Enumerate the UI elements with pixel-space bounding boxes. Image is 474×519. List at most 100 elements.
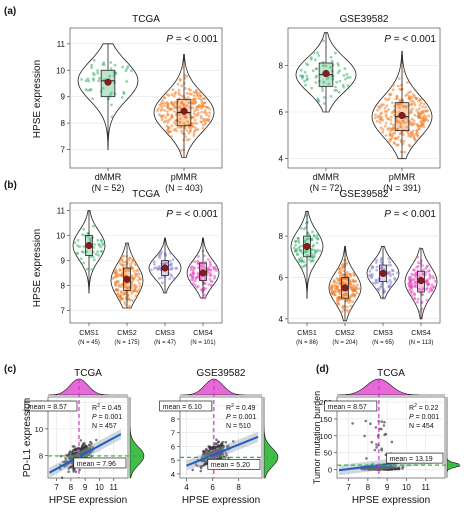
mean-x-label-box [159, 400, 213, 412]
data-point [71, 450, 75, 453]
data-point [188, 273, 192, 277]
data-point [376, 281, 380, 284]
data-point [299, 256, 303, 260]
data-point [192, 90, 196, 94]
y-tick-label: 9 [61, 93, 66, 102]
data-point [89, 88, 93, 92]
data-point [171, 258, 175, 262]
data-point [199, 98, 203, 101]
x-density [180, 378, 262, 396]
data-point [330, 59, 334, 63]
data-point [311, 245, 315, 248]
data-point [382, 103, 385, 107]
data-point [172, 94, 176, 98]
data-point [60, 476, 64, 480]
data-point [419, 123, 423, 127]
data-point [121, 297, 125, 301]
data-point [114, 72, 118, 75]
data-point [414, 284, 417, 288]
data-point [300, 260, 304, 263]
data-point [203, 296, 207, 300]
data-point [337, 90, 341, 94]
data-point [338, 266, 341, 270]
data-point [389, 138, 393, 142]
data-point [166, 104, 170, 108]
data-point [389, 274, 392, 277]
data-point [169, 251, 172, 255]
data-point [376, 115, 380, 119]
data-point [127, 269, 131, 273]
x-tick-sublabel: (N = 113) [409, 340, 434, 346]
data-point [62, 460, 65, 464]
x-tick-sublabel: (N = 52) [92, 183, 125, 193]
data-point [91, 97, 94, 100]
data-point [126, 65, 130, 68]
data-point [371, 281, 375, 285]
data-point [160, 276, 164, 279]
data-point [128, 256, 132, 260]
data-point [207, 283, 211, 286]
x-tick-label: 7 [346, 483, 351, 492]
data-point [409, 109, 413, 112]
mean-y-label-box [73, 457, 127, 469]
data-point [410, 117, 414, 121]
data-point [72, 470, 75, 473]
data-point [393, 276, 396, 280]
data-point [83, 450, 86, 453]
data-point [206, 449, 210, 453]
data-point [220, 442, 223, 446]
data-point [304, 263, 307, 267]
data-point [99, 249, 103, 253]
data-point [313, 252, 317, 256]
data-point [157, 277, 161, 280]
data-point [390, 465, 394, 469]
data-point [88, 447, 92, 450]
data-point [217, 440, 220, 444]
data-point [192, 134, 196, 138]
data-point [205, 113, 209, 117]
data-point [174, 267, 178, 270]
y-axis-label: PD-L1 expression [22, 398, 33, 477]
mean-point [303, 242, 311, 250]
chart-title: GSE39582 [340, 189, 389, 200]
data-point [403, 150, 406, 154]
data-point [188, 129, 192, 133]
data-point [96, 71, 100, 75]
data-point [385, 110, 389, 113]
mean-y-label: mean = 13.19 [390, 456, 433, 463]
data-point [400, 83, 403, 87]
data-point [119, 295, 123, 298]
data-point [110, 103, 113, 107]
data-point [409, 111, 412, 115]
data-point [396, 84, 400, 88]
data-point [167, 93, 171, 97]
stat-r2-sup: 2 [414, 403, 417, 409]
data-point [194, 107, 198, 111]
mean-point [322, 69, 330, 78]
data-point [412, 268, 415, 272]
data-point [210, 451, 213, 454]
data-point [119, 285, 123, 289]
data-point [130, 291, 134, 295]
x-tick-label: 9 [385, 483, 390, 492]
data-point [336, 71, 340, 74]
data-point [329, 55, 333, 59]
data-point [336, 299, 339, 303]
data-point [391, 272, 395, 276]
data-point [430, 289, 434, 293]
chart-title: GSE39582 [197, 368, 246, 379]
data-point [153, 266, 156, 270]
data-point [197, 255, 200, 258]
data-point [180, 66, 184, 69]
data-point [424, 105, 428, 109]
data-point [416, 255, 420, 259]
y-tick-label: 7 [61, 146, 66, 155]
data-point [413, 113, 417, 117]
data-point [322, 80, 326, 84]
data-point [110, 91, 113, 95]
mean-x-label: mean = 8.57 [28, 404, 67, 411]
data-point [174, 127, 177, 131]
data-point [321, 89, 324, 92]
data-point [340, 310, 344, 314]
data-point [387, 108, 390, 111]
